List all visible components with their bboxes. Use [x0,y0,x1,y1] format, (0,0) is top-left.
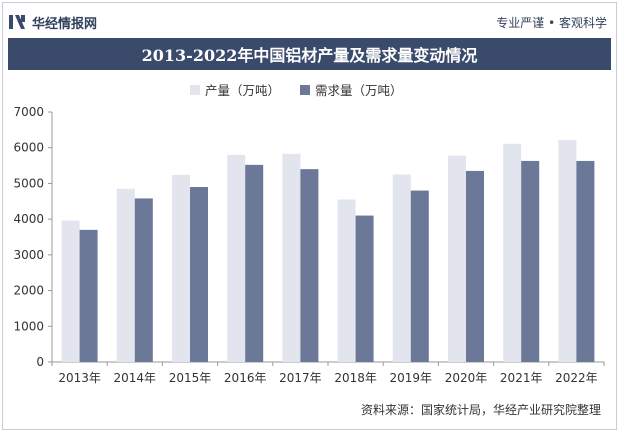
legend-label-demand: 需求量（万吨） [315,83,403,98]
legend-swatch-production [190,84,200,95]
slogan: 专业严谨 • 客观科学 [496,15,607,30]
legend-swatch-demand [300,84,311,95]
top-bar: 华经情报网 专业严谨 • 客观科学 [8,8,611,36]
chart-title: 2013-2022年中国铝材产量及需求量变动情况 [8,38,611,70]
legend-item-demand: 需求量（万吨） [300,80,403,99]
legend: 产量（万吨） 需求量（万吨） [190,80,403,99]
legend-item-production: 产量（万吨） [190,80,280,99]
legend-label-production: 产量（万吨） [205,83,281,98]
brand: 华经情报网 [8,13,97,32]
brand-logo-icon [8,13,26,31]
brand-name: 华经情报网 [32,16,98,32]
source-note: 资料来源：国家统计局，华经产业研究院整理 [360,403,601,417]
